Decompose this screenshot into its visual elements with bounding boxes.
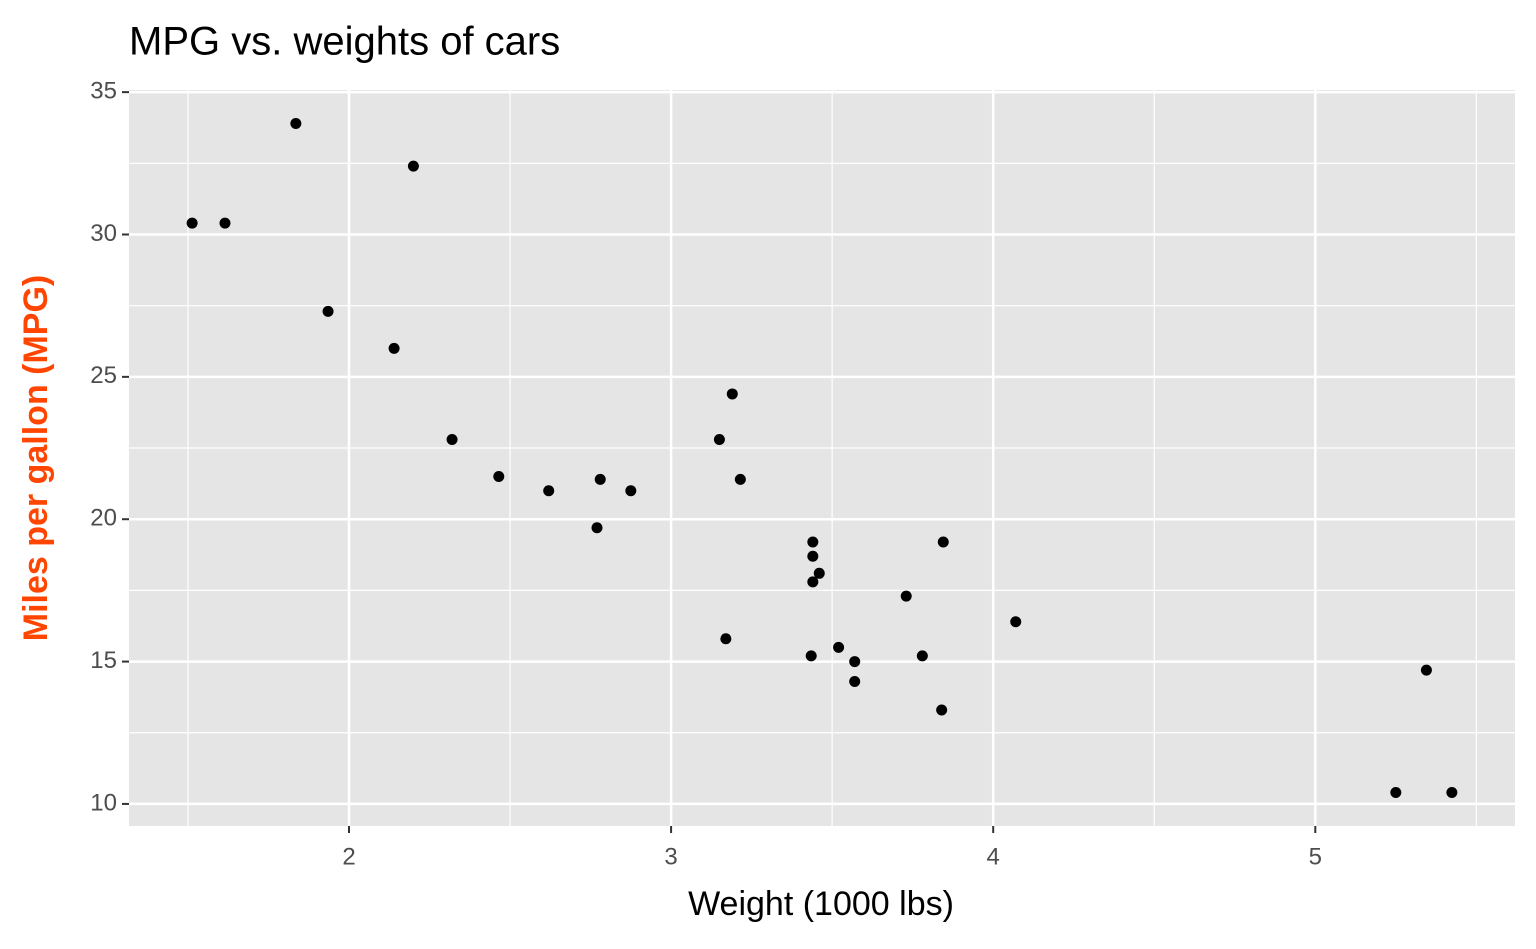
point xyxy=(1446,787,1458,799)
point xyxy=(805,650,817,662)
y-axis-label: Miles per gallon (MPG) xyxy=(17,275,55,641)
point xyxy=(713,433,725,445)
x-tick-label: 3 xyxy=(664,843,677,870)
point xyxy=(916,650,928,662)
y-tick-label: 35 xyxy=(90,77,117,104)
point xyxy=(290,117,302,129)
y-tick-label: 10 xyxy=(90,789,117,816)
point xyxy=(900,590,912,602)
y-tick-label: 25 xyxy=(90,362,117,389)
point xyxy=(322,305,334,317)
point xyxy=(937,536,949,548)
point xyxy=(388,342,400,354)
point xyxy=(594,473,606,485)
x-tick-label: 2 xyxy=(342,843,355,870)
panel xyxy=(129,90,1515,826)
x-axis-label: Weight (1000 lbs) xyxy=(688,885,954,923)
point xyxy=(807,550,819,562)
point xyxy=(1010,616,1022,628)
point xyxy=(734,473,746,485)
point xyxy=(1420,664,1432,676)
point xyxy=(1390,787,1402,799)
point xyxy=(849,676,861,688)
point xyxy=(813,567,825,579)
point xyxy=(936,704,948,716)
point xyxy=(726,388,738,400)
point xyxy=(186,217,198,229)
point xyxy=(219,217,231,229)
point xyxy=(807,576,819,588)
x-tick-label: 4 xyxy=(987,843,1000,870)
chart-title: MPG vs. weights of cars xyxy=(129,20,560,64)
point xyxy=(720,633,732,645)
x-tick-label: 5 xyxy=(1309,843,1322,870)
point xyxy=(543,485,555,497)
y-tick-label: 20 xyxy=(90,505,117,532)
point xyxy=(833,641,845,653)
point xyxy=(591,522,603,534)
point xyxy=(807,536,819,548)
y-tick-label: 15 xyxy=(90,647,117,674)
point xyxy=(849,656,861,668)
point xyxy=(407,160,419,172)
y-tick-label: 30 xyxy=(90,220,117,247)
point xyxy=(493,471,505,483)
point xyxy=(625,485,637,497)
point xyxy=(446,433,458,445)
